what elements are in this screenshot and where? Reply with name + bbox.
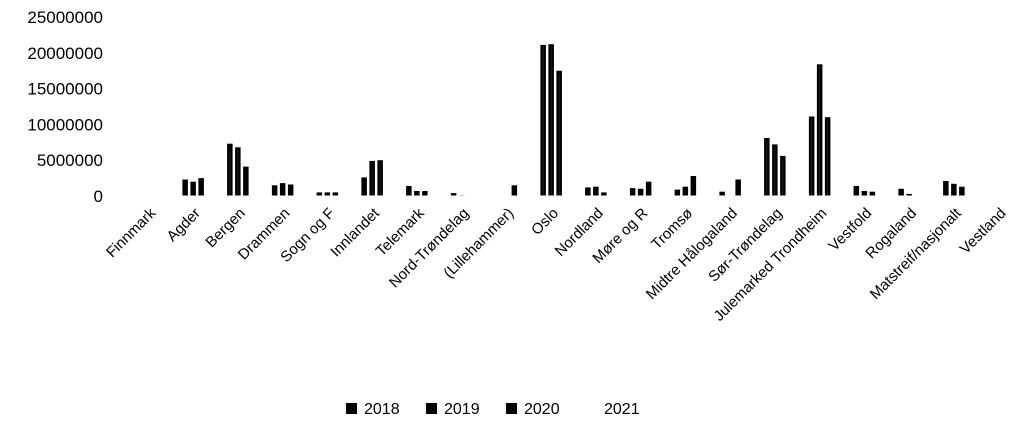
bar-2018-11 [629, 188, 636, 196]
bar-2019-15 [816, 64, 823, 196]
bar-2020-10 [601, 192, 607, 196]
x-tick-label: Vestland [957, 205, 1010, 258]
legend-label-2018: 2018 [364, 401, 400, 418]
legend-swatch-2020 [506, 403, 517, 414]
bar-2018-14 [764, 138, 770, 196]
bar-2018-16 [853, 186, 860, 196]
y-tick-label: 20000000 [27, 44, 103, 63]
bar-2020-16 [869, 191, 876, 196]
bar-2018-9 [540, 44, 546, 197]
bar-2020-6 [422, 191, 428, 196]
bar-2019-11 [637, 188, 644, 196]
bar-2020-9 [556, 70, 562, 196]
bar-2018-3 [271, 185, 278, 196]
legend-swatch-2019 [426, 403, 437, 414]
bar-2019-16 [861, 191, 868, 196]
bar-2020-15 [824, 117, 831, 196]
bar-2019-3 [279, 183, 286, 196]
legend-label-2020: 2020 [524, 401, 560, 418]
bar-2018-10 [585, 187, 591, 196]
y-tick-label: 10000000 [27, 115, 103, 134]
bar-2019-5 [369, 160, 375, 196]
bar-2020-12 [690, 176, 697, 196]
y-tick-label: 0 [94, 187, 103, 206]
bar-2018-17 [898, 188, 904, 196]
bar-2018-1 [182, 179, 188, 196]
bar-2020-18 [959, 186, 965, 196]
bar-2018-4 [316, 192, 323, 196]
bar-2019-10 [593, 186, 599, 196]
bar-2019-18 [951, 183, 957, 196]
legend-swatch-2021 [586, 403, 597, 414]
bar-2020-5 [377, 160, 383, 196]
legend-label-2021: 2021 [604, 401, 640, 418]
x-tick-label: Agder [164, 205, 204, 245]
x-tick-label: Finnmark [103, 204, 160, 261]
bar-2020-11 [645, 181, 652, 196]
y-tick-label: 15000000 [27, 80, 103, 99]
bar-2020-4 [332, 192, 339, 196]
y-axis-ticks: 0 5000000 10000000 15000000 20000000 25000000 [27, 8, 103, 206]
bar-2019-1 [190, 181, 196, 196]
bar-2020-1 [198, 178, 204, 196]
bar-2019-2 [235, 147, 241, 196]
bar-2018-6 [406, 186, 412, 196]
y-tick-label: 5000000 [37, 151, 103, 170]
bar-2020-14 [780, 155, 786, 196]
x-tick-label: Oslo [528, 205, 562, 239]
bar-2020-13 [735, 179, 741, 196]
bar-2020-2 [243, 166, 249, 196]
bar-2018-18 [943, 181, 949, 196]
x-tick-label: Nord-Trøndelag [386, 205, 472, 291]
bar-2018-12 [674, 189, 681, 196]
bar-2020-8 [511, 185, 518, 196]
bar-2018-15 [808, 116, 815, 196]
bar-2018-13 [719, 191, 725, 196]
legend: 2018 2019 2020 2021 [346, 401, 640, 418]
x-tick-label: Innlandet [327, 204, 383, 260]
bar-2019-4 [324, 192, 331, 196]
bar-2018-7 [450, 193, 457, 196]
bar-marks [182, 44, 965, 197]
bar-2018-2 [227, 143, 233, 196]
legend-swatch-2018 [346, 403, 357, 414]
y-tick-label: 25000000 [27, 8, 103, 27]
bar-2020-3 [287, 184, 294, 196]
bar-2019-17 [906, 193, 912, 196]
bar-2018-5 [361, 177, 367, 196]
legend-label-2019: 2019 [444, 401, 480, 418]
bar-2019-12 [682, 186, 689, 196]
bar-2019-14 [772, 144, 778, 196]
bar-2019-6 [414, 191, 420, 196]
bar-2019-9 [548, 44, 554, 197]
